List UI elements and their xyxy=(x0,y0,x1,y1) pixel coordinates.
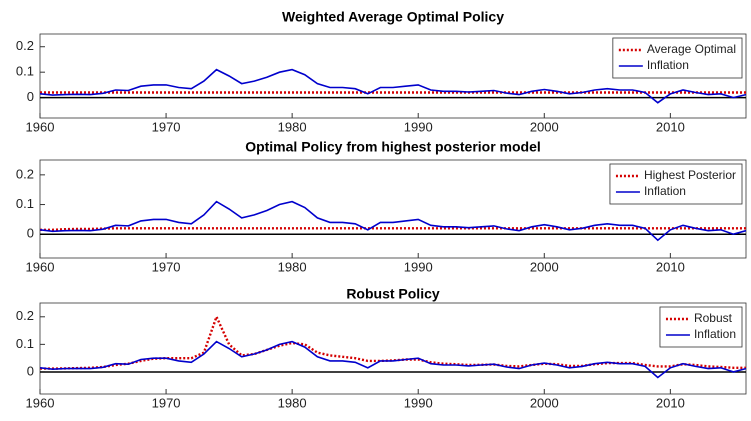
x-tick-label: 1960 xyxy=(26,119,55,134)
legend: Robust Inflation xyxy=(659,306,743,348)
x-tick-label: 1980 xyxy=(278,259,307,274)
x-tick-label: 1990 xyxy=(404,119,433,134)
plot-frame xyxy=(39,302,747,395)
x-tick-label: 2010 xyxy=(656,259,685,274)
panel-title: Weighted Average Optimal Policy xyxy=(282,9,504,25)
y-tick-label: 0.2 xyxy=(16,38,34,53)
y-tick-label: 0.1 xyxy=(16,196,34,211)
plot-area xyxy=(40,313,746,379)
y-tick-label: 0.1 xyxy=(16,336,34,351)
series-line xyxy=(40,227,746,231)
x-tick-label: 2010 xyxy=(656,395,685,410)
y-tick-label: 0.2 xyxy=(16,166,34,181)
legend-label: Robust xyxy=(694,311,733,325)
x-tick-label: 1980 xyxy=(278,395,307,410)
legend: Highest Posterior Inflation xyxy=(609,163,743,205)
x-tick-label: 1970 xyxy=(152,119,181,134)
x-tick-label: 1990 xyxy=(404,259,433,274)
plot-area xyxy=(40,68,746,104)
legend-box xyxy=(659,306,743,348)
x-tick-label: 2010 xyxy=(656,119,685,134)
series-line xyxy=(40,68,746,104)
series-line xyxy=(40,340,746,379)
y-tick-label: 0.1 xyxy=(16,64,34,79)
panel-title: Robust Policy xyxy=(346,286,440,302)
legend-label: Inflation xyxy=(694,327,736,341)
legend-box xyxy=(612,37,743,79)
x-tick-label: 1970 xyxy=(152,259,181,274)
x-tick-label: 1960 xyxy=(26,259,55,274)
legend-label: Inflation xyxy=(647,58,689,72)
x-tick-label: 1990 xyxy=(404,395,433,410)
legend: Average Optimal Inflation xyxy=(612,37,743,79)
legend-label: Highest Posterior xyxy=(644,168,736,182)
legend-label: Average Optimal xyxy=(647,42,736,56)
legend-box xyxy=(609,163,743,205)
plot-area xyxy=(40,200,746,242)
x-tick-label: 2000 xyxy=(530,259,559,274)
y-tick-label: 0 xyxy=(27,363,34,378)
x-tick-label: 2000 xyxy=(530,119,559,134)
legend-label: Inflation xyxy=(644,184,686,198)
x-tick-label: 2000 xyxy=(530,395,559,410)
x-tick-label: 1970 xyxy=(152,395,181,410)
series-line xyxy=(40,200,746,242)
x-tick-label: 1960 xyxy=(26,395,55,410)
y-tick-label: 0 xyxy=(27,226,34,241)
y-tick-label: 0 xyxy=(27,89,34,104)
y-tick-label: 0.2 xyxy=(16,308,34,323)
x-tick-label: 1980 xyxy=(278,119,307,134)
panel-title: Optimal Policy from highest posterior mo… xyxy=(245,139,541,155)
